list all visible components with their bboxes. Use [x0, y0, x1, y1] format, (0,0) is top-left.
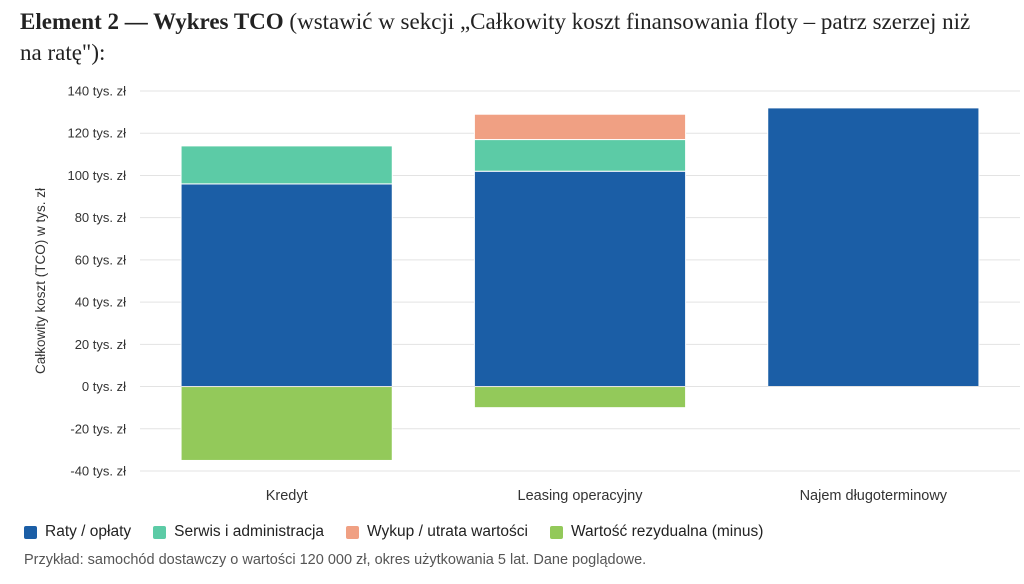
y-tick-label: 140 tys. zł: [67, 84, 126, 99]
bar-segment-1-1: [180, 183, 393, 388]
legend-label: Wartość rezydualna (minus): [571, 523, 764, 540]
y-tick-label: 80 tys. zł: [75, 210, 126, 225]
x-category-label: Leasing operacyjny: [518, 488, 644, 504]
legend-swatch: [153, 525, 167, 539]
legend-swatch: [550, 525, 563, 539]
footnote: Przykład: samochód dostawczy o wartości …: [24, 552, 647, 568]
bar-segment-4-1: [180, 386, 393, 461]
x-category-label: Kredyt: [266, 488, 308, 504]
legend-item: Serwis i administracja: [153, 523, 324, 541]
tco-chart: -40 tys. zł -20 tys. zł 0 tys. zł 20 tys. z…: [33, 84, 1020, 504]
y-tick-label: -20 tys. zł: [70, 421, 126, 436]
legend: Raty / opłaty Serwis i administracja Wykup…: [24, 520, 785, 544]
y-tick-label: 20 tys. zł: [75, 337, 126, 352]
y-tick-label: 0 tys. zł: [82, 379, 126, 394]
legend-swatch: [24, 525, 37, 539]
bars: [140, 107, 1020, 461]
y-tick-label: 120 tys. zł: [67, 126, 126, 141]
x-axis-categories: Kredyt Leasing operacyjny Najem długotermi…: [266, 488, 948, 504]
bar-segment-1-2: [473, 170, 687, 388]
legend-label: Raty / opłaty: [45, 523, 132, 540]
legend-item: Raty / opłaty: [24, 523, 131, 541]
heading-bold: Element 2 — Wykres TCO: [20, 9, 284, 34]
x-category-label: Najem długoterminowy: [800, 488, 948, 504]
heading-rest: (wstawić w sekcji „Całkowity koszt finan…: [20, 9, 971, 65]
bar-segment-3-2: [473, 113, 687, 141]
bar-segment-1-3: [767, 107, 980, 388]
legend-label: Wykup / utrata wartości: [367, 523, 528, 540]
bar-segment-2-2: [473, 139, 687, 172]
legend-label: Serwis i administracja: [174, 523, 325, 540]
legend-swatch: [346, 525, 360, 539]
bar-segment-4-2: [473, 386, 687, 409]
y-tick-label: 100 tys. zł: [67, 168, 126, 183]
legend-item: Wartość rezydualna (minus): [550, 523, 763, 541]
bar-segment-2-1: [180, 145, 393, 185]
chart-heading: Element 2 — Wykres TCO (wstawić w sekcji…: [20, 6, 980, 68]
y-tick-label: 60 tys. zł: [75, 252, 126, 267]
y-axis-label: Całkowity koszt (TCO) w tys. zł: [33, 188, 48, 374]
y-axis-ticks: -40 tys. zł -20 tys. zł 0 tys. zł 20 tys. z…: [67, 84, 126, 479]
y-tick-label: 40 tys. zł: [75, 295, 126, 310]
legend-item: Wykup / utrata wartości: [346, 523, 528, 541]
y-tick-label: -40 tys. zł: [70, 464, 126, 479]
